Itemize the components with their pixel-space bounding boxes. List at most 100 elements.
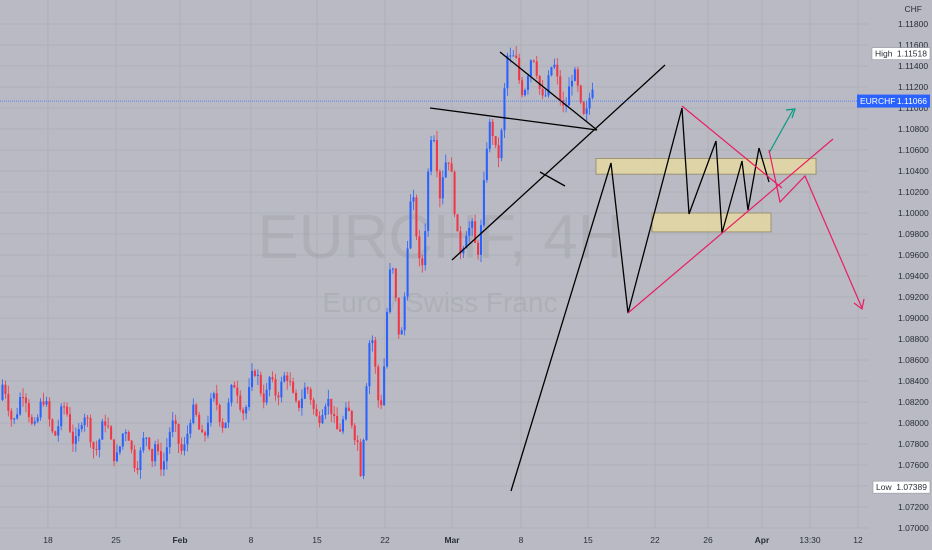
candle-body — [468, 227, 471, 236]
candle-body — [418, 236, 421, 259]
time-tick-label: Feb — [172, 535, 187, 545]
candle-body — [148, 437, 151, 449]
candle-body — [350, 411, 353, 426]
candle-body — [245, 407, 248, 414]
candle-body — [482, 180, 485, 226]
price-tick-label: 1.08600 — [898, 355, 929, 365]
candle-body — [86, 417, 89, 419]
candle-body — [13, 418, 16, 420]
candle-body — [206, 422, 209, 436]
candle-body — [474, 221, 477, 243]
candle-body — [412, 197, 415, 202]
candle-body — [63, 406, 66, 408]
candle-body — [192, 404, 195, 423]
candle-body — [118, 446, 121, 453]
candle-body — [21, 397, 25, 399]
price-tick-label: 1.10600 — [898, 145, 929, 155]
candle-body — [356, 440, 359, 443]
trendline-upper — [429, 107, 598, 131]
candle-body — [559, 76, 562, 101]
candle-body — [447, 162, 450, 164]
candle-body — [497, 145, 500, 159]
time-tick-label: 22 — [650, 535, 660, 545]
candle-body — [107, 425, 110, 427]
time-tick-label: 15 — [583, 535, 593, 545]
candle-body — [36, 417, 39, 422]
candle-body — [19, 397, 22, 415]
svg-text:High: High — [875, 49, 893, 59]
candle-body — [556, 64, 559, 77]
candle-body — [380, 400, 383, 406]
candle-body — [95, 449, 98, 451]
price-tick-label: 1.09400 — [898, 271, 929, 281]
time-tick-label: 26 — [703, 535, 713, 545]
candle-body — [388, 269, 392, 312]
candle-body — [306, 387, 309, 390]
candle-body — [529, 60, 532, 76]
candle-body — [195, 404, 198, 415]
candle-body — [277, 395, 280, 398]
candle-body — [344, 407, 347, 420]
grid-lines — [0, 0, 868, 529]
price-tick-label: 1.09200 — [898, 292, 929, 302]
svg-text:1.11066: 1.11066 — [897, 96, 927, 106]
candle-body — [409, 201, 412, 249]
candle-body — [262, 393, 265, 403]
candle-body — [136, 468, 139, 471]
candle-body — [353, 425, 356, 441]
time-tick-label: Mar — [444, 535, 460, 545]
candle-body — [509, 55, 512, 57]
candle-body — [30, 417, 33, 424]
time-tick-label: 12 — [853, 535, 863, 545]
candle-body — [324, 406, 327, 416]
candle-body — [180, 443, 183, 451]
candle-body — [16, 414, 19, 419]
candle-body — [424, 231, 427, 266]
candle-body — [165, 447, 168, 462]
candle-body — [162, 461, 165, 470]
candle-body — [104, 421, 107, 426]
price-axis[interactable]: 1.11800 1.11600 1.11400 1.11200 1.11000 1.108… — [898, 19, 929, 533]
candle-body — [297, 400, 300, 409]
candle-body — [268, 377, 271, 390]
candle-body — [456, 214, 459, 232]
trendline-wedge-top — [499, 51, 598, 131]
candle-body — [315, 408, 318, 416]
time-tick-label: 15 — [312, 535, 322, 545]
candle-body — [124, 432, 127, 434]
candle-body — [250, 370, 254, 388]
candle-body — [435, 140, 438, 172]
candle-body — [283, 375, 286, 382]
candle-body — [521, 80, 524, 96]
time-tick-label: 8 — [519, 535, 524, 545]
price-tick-label: 1.09800 — [898, 229, 929, 239]
candle-body — [365, 386, 368, 441]
candle-body — [544, 95, 547, 97]
candle-body — [503, 88, 506, 131]
candle-body — [221, 422, 224, 428]
candle-body — [230, 385, 233, 403]
time-tick-label: 22 — [380, 535, 390, 545]
candle-body — [295, 392, 298, 401]
candle-body — [130, 440, 133, 450]
current-price-label: EURCHF 1.11066 — [857, 94, 930, 108]
candle-body — [71, 431, 74, 444]
candle-body — [462, 248, 465, 254]
candle-body — [397, 297, 400, 335]
candle-body — [239, 395, 242, 410]
price-tick-label: 1.07600 — [898, 460, 929, 470]
candle-body — [74, 436, 77, 444]
low-price-label: Low 1.07389 — [872, 480, 931, 494]
time-axis[interactable]: 18 25 Feb 8 15 22 Mar 8 15 22 26 Apr 13:30 12 — [43, 535, 863, 545]
candle-body — [145, 437, 148, 439]
candle-body — [341, 419, 345, 432]
candle-body — [274, 379, 277, 396]
candle-body — [339, 429, 342, 432]
candle-body — [127, 432, 130, 441]
candle-body — [347, 407, 350, 412]
candle-body — [203, 432, 207, 436]
candle-body — [541, 89, 544, 96]
time-tick-label: 25 — [111, 535, 121, 545]
forecast-path-black — [510, 107, 770, 492]
